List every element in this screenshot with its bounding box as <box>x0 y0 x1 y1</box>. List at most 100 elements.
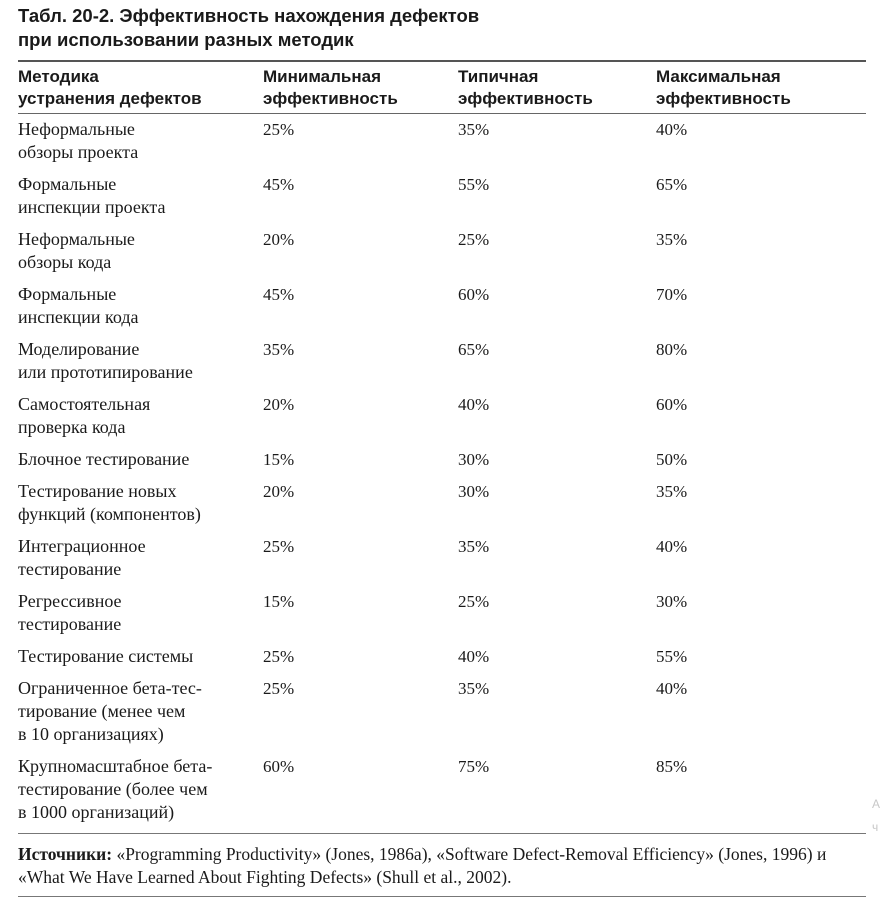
method-line: Интеграционное <box>18 536 146 556</box>
max-efficiency-cell: 65% <box>656 175 688 194</box>
method-line: Тестирование системы <box>18 646 194 666</box>
typical-efficiency-cell: 65% <box>458 340 490 359</box>
table-row: Блочное тестирование 15% 30% 50% <box>18 444 866 476</box>
table-row: Неформальные обзоры проекта 25% 35% 40% <box>18 114 866 170</box>
typical-efficiency-cell: 60% <box>458 285 490 304</box>
edge-fragment-2: ч <box>872 820 879 834</box>
max-efficiency-cell: 40% <box>656 679 688 698</box>
header-min-line-2: эффективность <box>263 88 398 108</box>
method-cell: Неформальные обзоры проекта <box>18 114 263 170</box>
header-max-line-1: Максимальная <box>656 67 781 86</box>
table-row: Регрессивное тестирование 15% 25% 30% <box>18 586 866 641</box>
header-method: Методика устранения дефектов <box>18 66 263 114</box>
method-cell: Самостоятельная проверка кода <box>18 389 263 444</box>
method-cell: Тестирование новых функций (компонентов) <box>18 476 263 531</box>
min-efficiency-cell: 15% <box>263 592 295 611</box>
typical-efficiency-cell: 30% <box>458 450 490 469</box>
typical-efficiency-cell: 25% <box>458 230 490 249</box>
header-typical: Типичная эффективность <box>458 66 656 114</box>
method-cell: Моделирование или прототипирование <box>18 334 263 389</box>
min-efficiency-cell: 25% <box>263 120 295 139</box>
method-cell: Формальные инспекции проекта <box>18 169 263 224</box>
typical-efficiency-cell: 40% <box>458 647 490 666</box>
efficiency-table: Методика устранения дефектов Минимальная… <box>18 66 866 829</box>
typical-efficiency-cell: 35% <box>458 120 490 139</box>
min-efficiency-cell: 35% <box>263 340 295 359</box>
typical-efficiency-cell: 75% <box>458 757 490 776</box>
max-efficiency-cell: 55% <box>656 647 688 666</box>
document-page: Табл. 20-2. Эффективность нахождения деф… <box>18 4 866 897</box>
min-efficiency-cell: 20% <box>263 482 295 501</box>
table-row: Моделирование или прототипирование 35% 65% 8… <box>18 334 866 389</box>
min-efficiency-cell: 60% <box>263 757 295 776</box>
table-title-line-1: Табл. 20-2. Эффективность нахождения деф… <box>18 5 480 26</box>
method-line: Ограниченное бета-тес- <box>18 678 202 698</box>
top-rule <box>18 60 866 62</box>
table-row: Тестирование системы 25% 40% 55% <box>18 641 866 673</box>
method-line: функций (компонентов) <box>18 504 201 524</box>
method-line: Самостоятельная <box>18 394 151 414</box>
max-efficiency-cell: 40% <box>656 537 688 556</box>
method-line: проверка кода <box>18 417 126 437</box>
header-row: Методика устранения дефектов Минимальная… <box>18 66 866 114</box>
max-efficiency-cell: 40% <box>656 120 688 139</box>
max-efficiency-cell: 50% <box>656 450 688 469</box>
table-row: Интеграционное тестирование 25% 35% 40% <box>18 531 866 586</box>
method-line: Формальные <box>18 174 117 194</box>
typical-efficiency-cell: 35% <box>458 537 490 556</box>
method-line: Моделирование <box>18 339 140 359</box>
table-row: Ограниченное бета-тес-тирование (менее ч… <box>18 673 866 751</box>
method-line: Крупномасштабное бета- <box>18 756 213 776</box>
max-efficiency-cell: 30% <box>656 592 688 611</box>
method-line: в 10 организациях) <box>18 724 164 744</box>
min-efficiency-cell: 20% <box>263 395 295 414</box>
method-cell: Регрессивное тестирование <box>18 586 263 641</box>
max-efficiency-cell: 35% <box>656 482 688 501</box>
method-line: обзоры кода <box>18 252 112 272</box>
method-line: Неформальные <box>18 119 135 139</box>
sources-note: Источники: «Programming Productivity» (J… <box>18 843 866 889</box>
header-max: Максимальная эффективность <box>656 66 866 114</box>
header-typical-line-2: эффективность <box>458 88 593 108</box>
bottom-rule <box>18 833 866 834</box>
table-title-line-2: при использовании разных методик <box>18 29 354 50</box>
method-line: Тестирование новых <box>18 481 177 501</box>
min-efficiency-cell: 45% <box>263 175 295 194</box>
method-line: Неформальные <box>18 229 135 249</box>
header-method-line-2: устранения дефектов <box>18 88 202 108</box>
edge-fragment-1: А <box>872 797 881 811</box>
min-efficiency-cell: 25% <box>263 537 295 556</box>
method-line: Регрессивное <box>18 591 122 611</box>
sources-label: Источники: <box>18 844 113 864</box>
header-min-line-1: Минимальная <box>263 67 382 86</box>
method-line: Блочное тестирование <box>18 449 190 469</box>
table-row: Неформальные обзоры кода 20% 25% 35% <box>18 224 866 279</box>
table-body: Неформальные обзоры проекта 25% 35% 40% Форма… <box>18 114 866 830</box>
method-line: или прототипирование <box>18 362 193 382</box>
method-cell: Крупномасштабное бета-тестирование (боле… <box>18 751 263 829</box>
sources-text: «Programming Productivity» (Jones, 1986a… <box>18 844 827 887</box>
table-row: Формальные инспекции проекта 45% 55% 65% <box>18 169 866 224</box>
header-typical-line-1: Типичная <box>458 67 539 86</box>
table-row: Самостоятельная проверка кода 20% 40% 60% <box>18 389 866 444</box>
table-row: Крупномасштабное бета-тестирование (боле… <box>18 751 866 829</box>
method-line: инспекции кода <box>18 307 139 327</box>
header-min: Минимальная эффективность <box>263 66 458 114</box>
method-cell: Тестирование системы <box>18 641 263 673</box>
min-efficiency-cell: 45% <box>263 285 295 304</box>
method-line: тестирование <box>18 614 122 634</box>
typical-efficiency-cell: 30% <box>458 482 490 501</box>
table-title: Табл. 20-2. Эффективность нахождения деф… <box>18 4 866 52</box>
table-row: Тестирование новых функций (компонентов) 2… <box>18 476 866 531</box>
typical-efficiency-cell: 35% <box>458 679 490 698</box>
max-efficiency-cell: 80% <box>656 340 688 359</box>
max-efficiency-cell: 60% <box>656 395 688 414</box>
method-line: инспекции проекта <box>18 197 166 217</box>
typical-efficiency-cell: 55% <box>458 175 490 194</box>
typical-efficiency-cell: 25% <box>458 592 490 611</box>
typical-efficiency-cell: 40% <box>458 395 490 414</box>
method-line: тирование (менее чем <box>18 701 186 721</box>
table-row: Формальные инспекции кода 45% 60% 70% <box>18 279 866 334</box>
min-efficiency-cell: 15% <box>263 450 295 469</box>
method-cell: Интеграционное тестирование <box>18 531 263 586</box>
